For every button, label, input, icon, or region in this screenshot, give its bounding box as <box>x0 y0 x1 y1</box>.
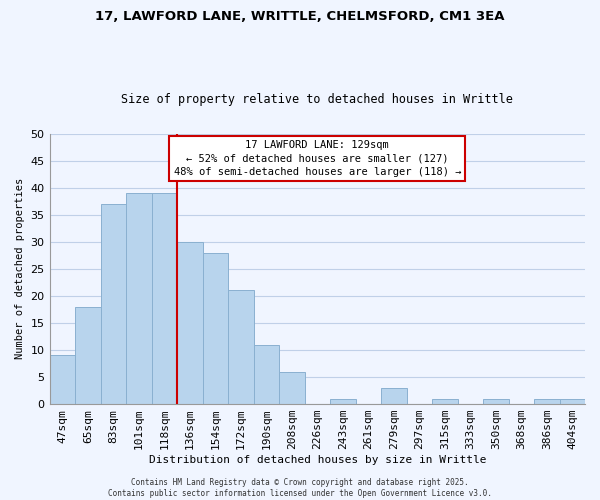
Title: Size of property relative to detached houses in Writtle: Size of property relative to detached ho… <box>121 93 513 106</box>
Bar <box>534 398 560 404</box>
Bar <box>330 398 356 404</box>
Bar <box>483 398 509 404</box>
Text: Contains HM Land Registry data © Crown copyright and database right 2025.
Contai: Contains HM Land Registry data © Crown c… <box>108 478 492 498</box>
Bar <box>177 242 203 404</box>
Bar <box>432 398 458 404</box>
Bar <box>279 372 305 404</box>
Text: 17, LAWFORD LANE, WRITTLE, CHELMSFORD, CM1 3EA: 17, LAWFORD LANE, WRITTLE, CHELMSFORD, C… <box>95 10 505 23</box>
Bar <box>560 398 585 404</box>
Bar <box>228 290 254 404</box>
Bar <box>203 252 228 404</box>
Bar <box>75 306 101 404</box>
Bar <box>381 388 407 404</box>
Bar <box>126 193 152 404</box>
Y-axis label: Number of detached properties: Number of detached properties <box>15 178 25 360</box>
Text: 17 LAWFORD LANE: 129sqm
← 52% of detached houses are smaller (127)
48% of semi-d: 17 LAWFORD LANE: 129sqm ← 52% of detache… <box>173 140 461 176</box>
X-axis label: Distribution of detached houses by size in Writtle: Distribution of detached houses by size … <box>149 455 486 465</box>
Bar <box>152 193 177 404</box>
Bar <box>101 204 126 404</box>
Bar <box>50 356 75 404</box>
Bar <box>254 344 279 404</box>
